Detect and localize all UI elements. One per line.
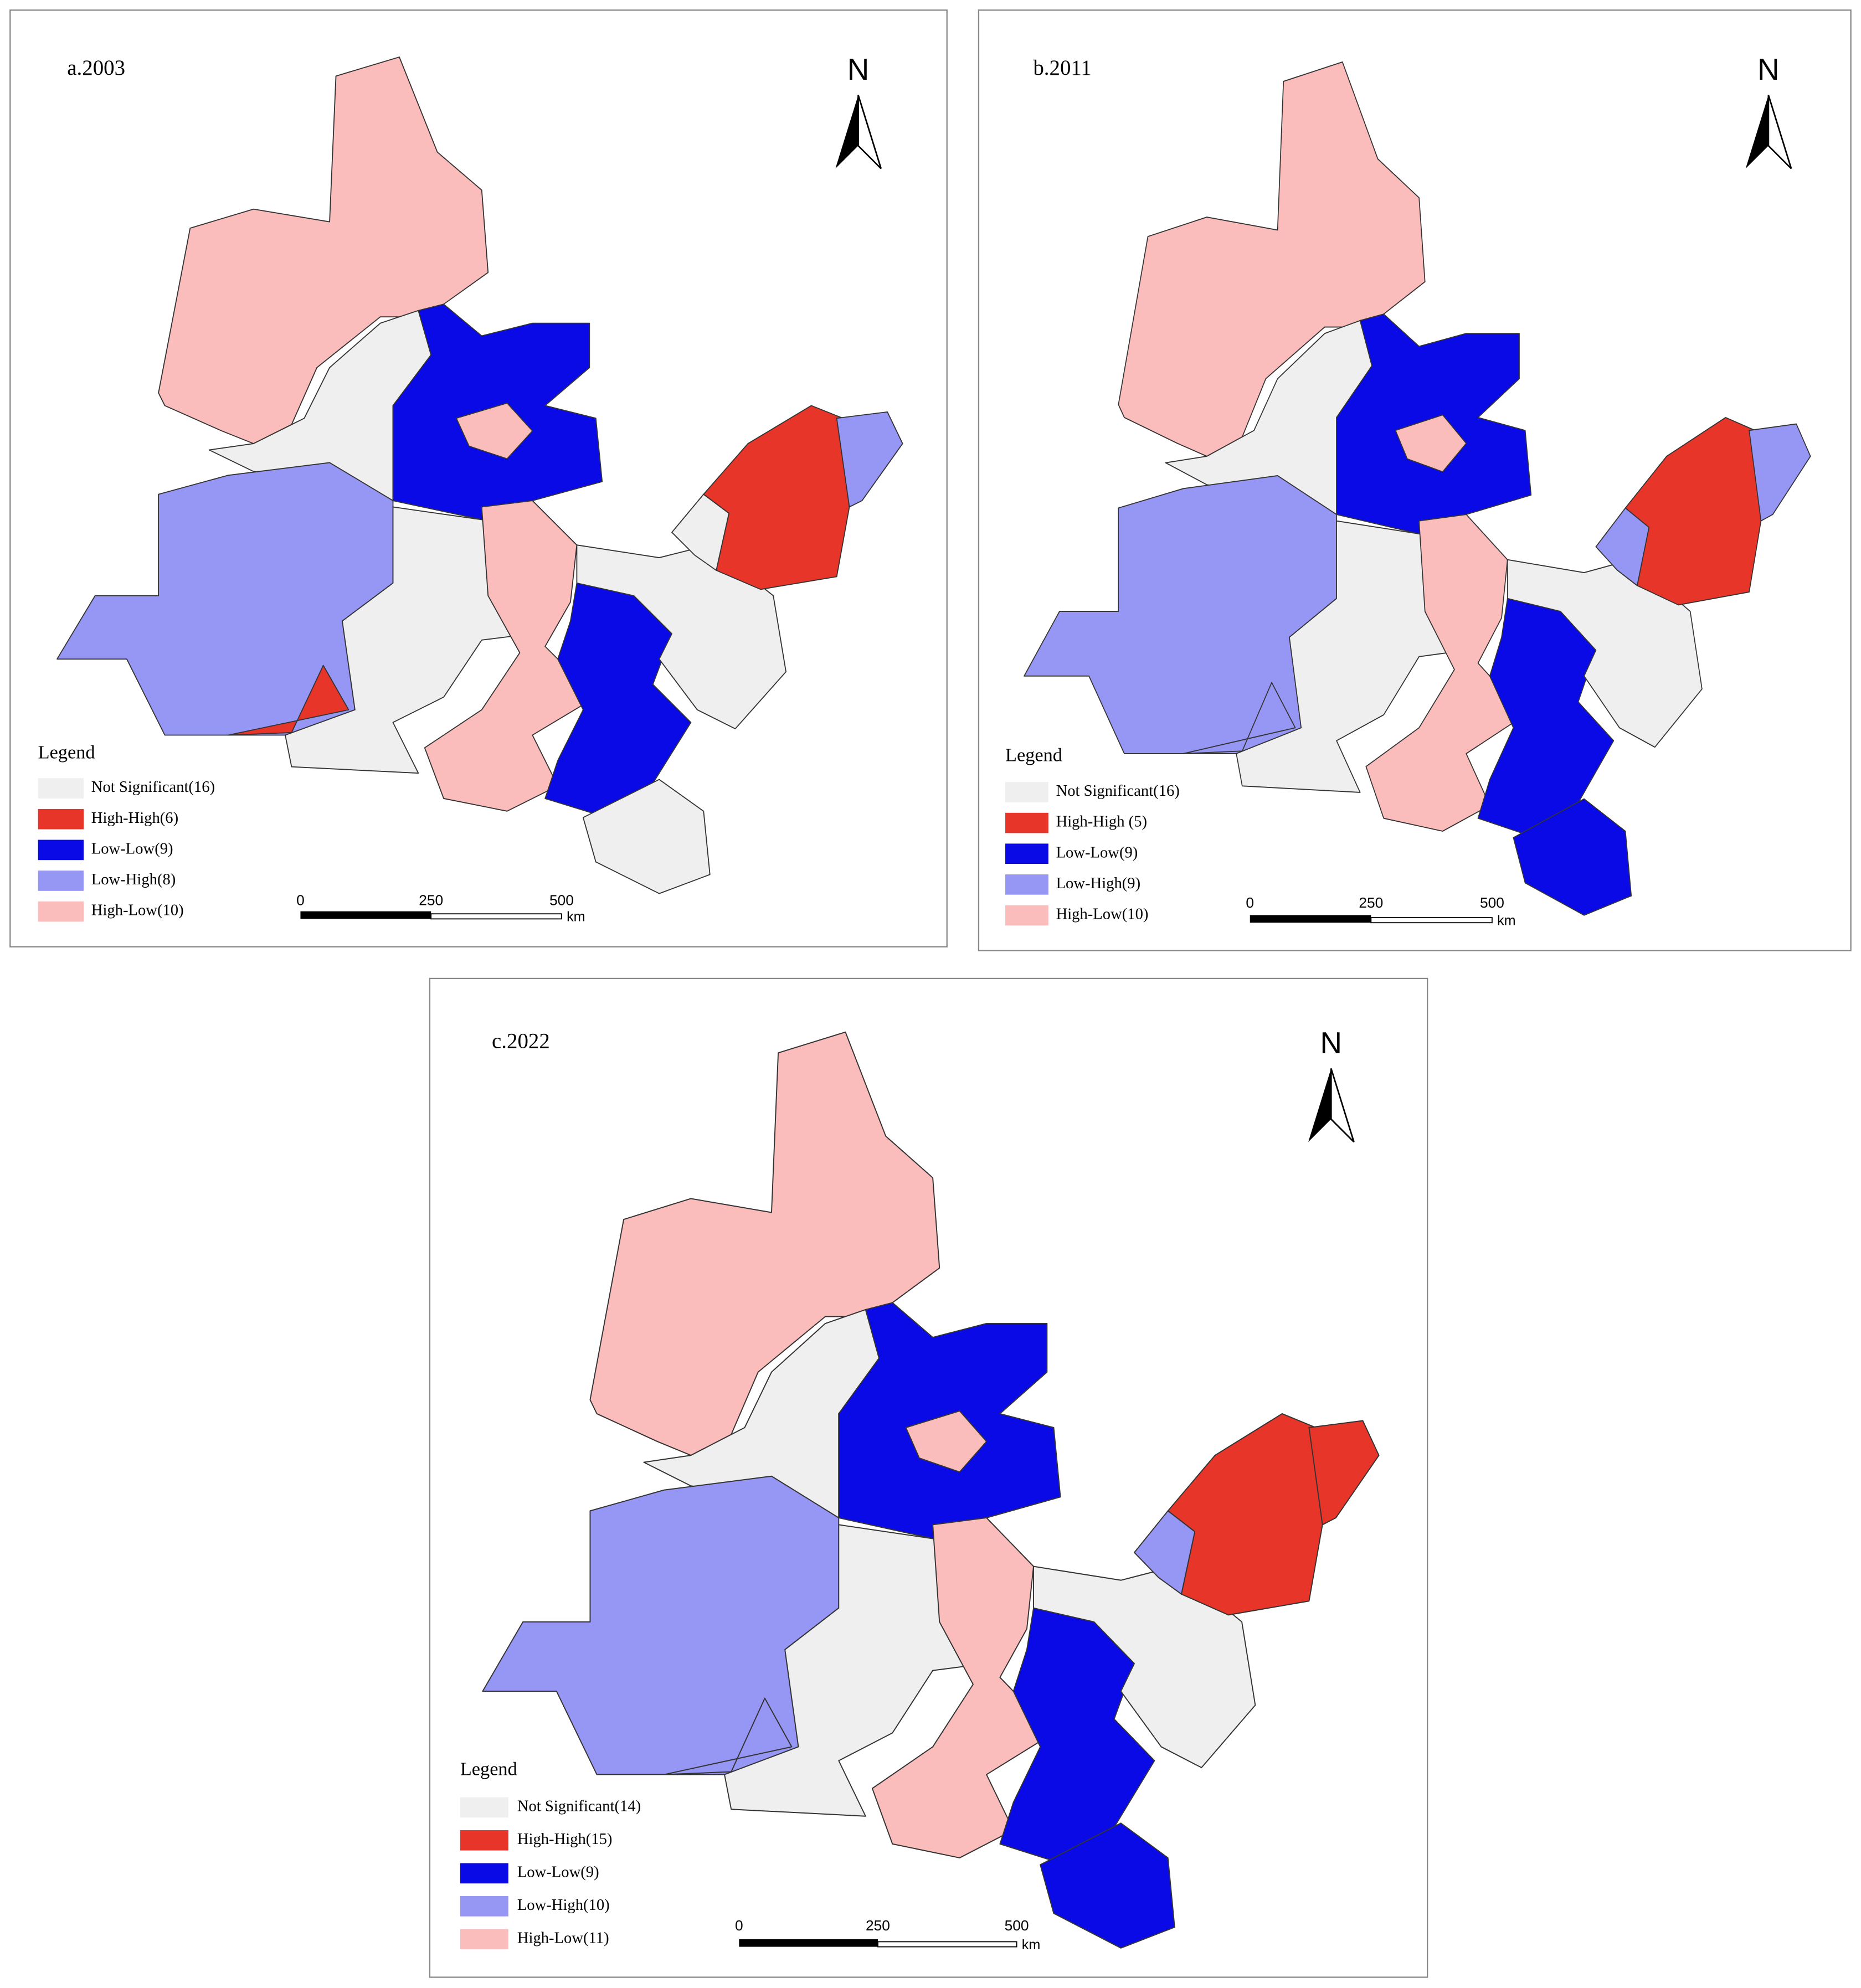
legend-label: Low-Low(9) — [517, 1863, 599, 1881]
panel-title: c.2022 — [492, 1029, 550, 1053]
region — [456, 402, 533, 460]
scale-label: 250 — [1359, 894, 1383, 911]
region — [1118, 61, 1426, 457]
legend-title: Legend — [1005, 744, 1062, 765]
map-panel: a.2003 N Legend Not Significant(16) High-Hig… — [9, 9, 948, 947]
legend-swatch — [38, 840, 84, 861]
region — [228, 665, 349, 736]
legend-title: Legend — [38, 742, 95, 763]
scale-label: 250 — [866, 1917, 890, 1934]
panel-title: b.2011 — [1033, 56, 1092, 80]
scale-bar-black — [739, 1939, 878, 1947]
legend-label: High-Low(10) — [1056, 906, 1149, 923]
legend-swatch — [460, 1896, 508, 1917]
region — [582, 779, 711, 894]
scale-unit: km — [1497, 913, 1516, 929]
region — [836, 411, 903, 508]
scale-label: 0 — [735, 1917, 743, 1934]
legend-swatch — [460, 1797, 508, 1818]
scale-label: 500 — [549, 892, 574, 908]
region — [1595, 507, 1650, 586]
scale-label: 0 — [296, 892, 305, 908]
legend-label: High-Low(11) — [517, 1929, 609, 1946]
scale-label: 500 — [1480, 894, 1504, 911]
map — [1024, 61, 1811, 916]
legend-label: Low-High(9) — [1056, 875, 1141, 892]
region — [1040, 1822, 1175, 1949]
legend-label: Low-High(8) — [91, 871, 176, 888]
legend-swatch — [38, 871, 84, 891]
region — [1183, 682, 1296, 754]
scale-label: 0 — [1246, 894, 1254, 911]
legend-label: Low-Low(9) — [91, 840, 173, 857]
legend-swatch — [460, 1830, 508, 1851]
scale-bar-white — [430, 913, 562, 920]
legend-label: High-High(6) — [91, 810, 178, 827]
region — [1395, 414, 1467, 472]
legend-swatch — [1005, 843, 1048, 864]
legend-swatch — [38, 778, 84, 799]
scale-bar-black — [300, 911, 431, 919]
legend-swatch — [1005, 812, 1048, 833]
north-arrow-right — [857, 95, 882, 169]
legend-swatch — [1005, 874, 1048, 895]
legend-swatch — [1005, 905, 1048, 926]
legend-title: Legend — [460, 1758, 517, 1779]
region — [1134, 1510, 1196, 1595]
region — [589, 1031, 940, 1456]
region — [1513, 798, 1632, 916]
legend-label: Not Significant(14) — [517, 1798, 641, 1815]
legend-swatch — [38, 808, 84, 830]
legend-label: High-Low(10) — [91, 902, 184, 919]
legend-swatch — [460, 1929, 508, 1950]
region — [671, 493, 729, 571]
scale-label: 500 — [1005, 1917, 1029, 1934]
scale-bar-white — [877, 1941, 1017, 1948]
north-label: N — [847, 52, 870, 86]
panel-title: a.2003 — [67, 56, 125, 80]
north-arrow-right — [1330, 1068, 1355, 1143]
scale-label: 250 — [419, 892, 443, 908]
scale-unit: km — [567, 909, 585, 925]
legend-label: High-High (5) — [1056, 813, 1147, 831]
region — [1308, 1420, 1380, 1526]
north-arrow-left — [835, 95, 858, 169]
region — [663, 1697, 793, 1775]
legend-label: Low-High(10) — [517, 1897, 610, 1914]
north-label: N — [1320, 1026, 1342, 1060]
region — [1749, 423, 1811, 522]
scale-bar-black — [1250, 915, 1371, 923]
region — [905, 1410, 988, 1473]
legend-label: Low-Low(9) — [1056, 844, 1138, 861]
region — [158, 56, 489, 444]
legend-label: Not Significant(16) — [91, 779, 215, 796]
scale-unit: km — [1022, 1937, 1041, 1953]
legend-swatch — [1005, 782, 1048, 802]
map-panel: b.2011 N Legend Not Significant(16) High-Hig… — [978, 9, 1852, 951]
scale-bar-white — [1370, 917, 1493, 924]
north-arrow-right — [1767, 95, 1792, 169]
legend-label: High-High(15) — [517, 1831, 613, 1848]
legend-swatch — [460, 1863, 508, 1884]
legend-label: Not Significant(16) — [1056, 782, 1180, 800]
legend-swatch — [38, 901, 84, 922]
map — [482, 1031, 1380, 1949]
north-label: N — [1757, 52, 1780, 86]
map — [56, 56, 903, 894]
map-panel: c.2022 N Legend Not Significant(14) High-Hig… — [429, 977, 1428, 1978]
